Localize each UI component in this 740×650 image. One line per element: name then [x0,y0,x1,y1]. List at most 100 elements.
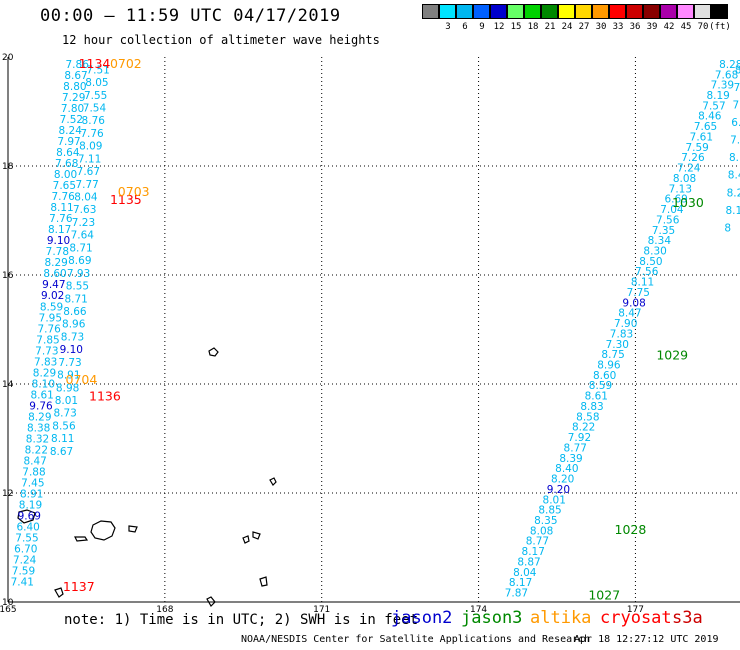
scale-swatch [694,4,711,19]
wave-height-value: 7.51 [86,64,109,76]
wave-height-value: 7.75 [627,287,650,299]
wave-height-value: 8.22 [25,444,48,456]
wave-height-value: 7.87 [505,588,528,600]
wave-height-value: 8.73 [61,331,84,343]
wave-height-value: 8.29 [44,257,67,269]
latitude-tick-label: 10 [2,598,14,608]
wave-height-value: 9.76 [29,400,53,412]
wave-height-value: 8.58 [576,411,599,423]
wave-height-value: 8.96 [62,319,86,331]
pass-time-label: 0704 [66,372,98,387]
wave-height-value: 7.86 [66,59,90,71]
scale-label: 18 [527,22,539,32]
wave-height-value: 9.47 [42,279,65,291]
generated-timestamp: Apr 18 12:27:12 UTC 2019 [574,634,719,645]
wave-height-value: 8.01 [543,494,566,506]
wave-height-value: 8.04 [513,567,537,579]
wave-height-value: 8.46 [698,111,722,123]
wave-height-value: 8.77 [564,442,587,454]
wave-height-value: 8.22 [572,422,595,434]
wave-height-value: 8.28 [719,59,740,71]
wave-height-value: 7.76 [51,191,75,203]
wave-height-value: 7.56 [635,266,659,278]
legend-cryosat: cryosat [600,608,672,628]
scale-swatch [422,4,439,19]
scale-swatch [524,4,541,19]
scale-label: 21 [544,22,556,32]
scale-unit: (ft) [709,22,731,32]
wave-height-value: 8.08 [673,173,696,185]
wave-height-value: 8.40 [555,463,578,475]
wave-height-value: 8.47 [618,308,641,320]
wave-height-value: 8.80 [63,81,86,93]
scale-label: 30 [595,22,607,32]
wave-height-value: 7.93 [67,268,90,280]
wave-height-value: 8.19 [706,90,729,102]
latitude-tick-label: 16 [2,271,14,281]
wave-height-value: 8.76 [82,115,106,127]
wave-height-value: 8.2 [727,187,740,199]
wave-height-value: 8.1 [725,205,740,217]
wave-height-value: 7.04 [660,204,684,216]
wave-height-value: 6.77 [731,117,740,129]
legend-jason3: jason3 [461,608,523,628]
wave-height-value: 8.96 [597,360,621,372]
longitude-tick-label: 177 [627,605,644,615]
wave-height-value: 7.65 [53,180,76,192]
scale-swatch [439,4,456,19]
wave-height-value: 9.10 [60,344,83,356]
wave-height-value: 8.67 [50,446,73,458]
wave-height-value: 7.52 [60,114,83,126]
wave-height-value: 7.54 [83,103,107,115]
page-subtitle: 12 hour collection of altimeter wave hei… [62,33,380,47]
scale-swatch [456,4,473,19]
pass-time-label: 1029 [656,347,688,362]
island-outline [74,536,89,542]
wave-height-value: 8.11 [51,433,74,445]
credit-line: NOAA/NESDIS Center for Satellite Applica… [241,634,591,645]
scale-label: 33 [612,22,624,32]
pass-time-label: 0703 [118,184,150,199]
wave-height-value: 7.30 [606,339,629,351]
wave-height-value: 8.30 [643,245,666,257]
wave-height-value: 8.69 [68,255,91,267]
pass-time-label: 1136 [89,388,121,403]
wave-height-value: 7.83 [610,328,633,340]
wave-height-value: 8.71 [69,242,92,254]
island-outline [90,520,116,541]
altimeter-tracks: 7.868.678.807.297.807.528.247.978.647.68… [11,59,740,600]
island-outline [54,587,64,598]
wave-height-value: 8.47 [23,455,46,467]
wave-height-value: 8 [724,222,731,234]
wave-height-value: 8.11 [631,277,654,289]
scale-swatch [643,4,660,19]
legend-altika: altika [530,608,592,628]
longitude-tick-label: 171 [313,605,330,615]
wave-height-value: 8.60 [43,268,66,280]
wave-height-value: 7.92 [568,432,591,444]
pass-time-label: 1028 [615,522,647,537]
island-outline [208,347,219,357]
wave-height-value: 8.61 [30,389,53,401]
wave-height-value: 7.26 [681,152,705,164]
scale-swatch [490,4,507,19]
island-outline [206,596,216,607]
scale-swatch [507,4,524,19]
wave-height-value: 7.90 [614,318,637,330]
wave-height-value: 7.24 [677,163,701,175]
wave-height-value: 7.77 [75,179,98,191]
wave-height-value: 8.04 [74,192,98,204]
wave-height-value: 7.67 [77,166,100,178]
island-outlines [17,347,277,607]
wave-height-value: 8.75 [601,349,624,361]
island-outline [259,576,268,587]
wave-height-value: 8.91 [20,489,43,501]
page-title: 00:00 – 11:59 UTC 04/17/2019 [40,6,341,26]
wave-height-value: 8.61 [585,391,608,403]
wave-height-value: 7.76 [37,323,61,335]
scale-swatch [541,4,558,19]
wave-height-value: 7.39 [711,80,734,92]
scale-swatch [677,4,694,19]
wave-height-value: 8.38 [27,422,50,434]
wave-height-value: 9.02 [41,290,64,302]
